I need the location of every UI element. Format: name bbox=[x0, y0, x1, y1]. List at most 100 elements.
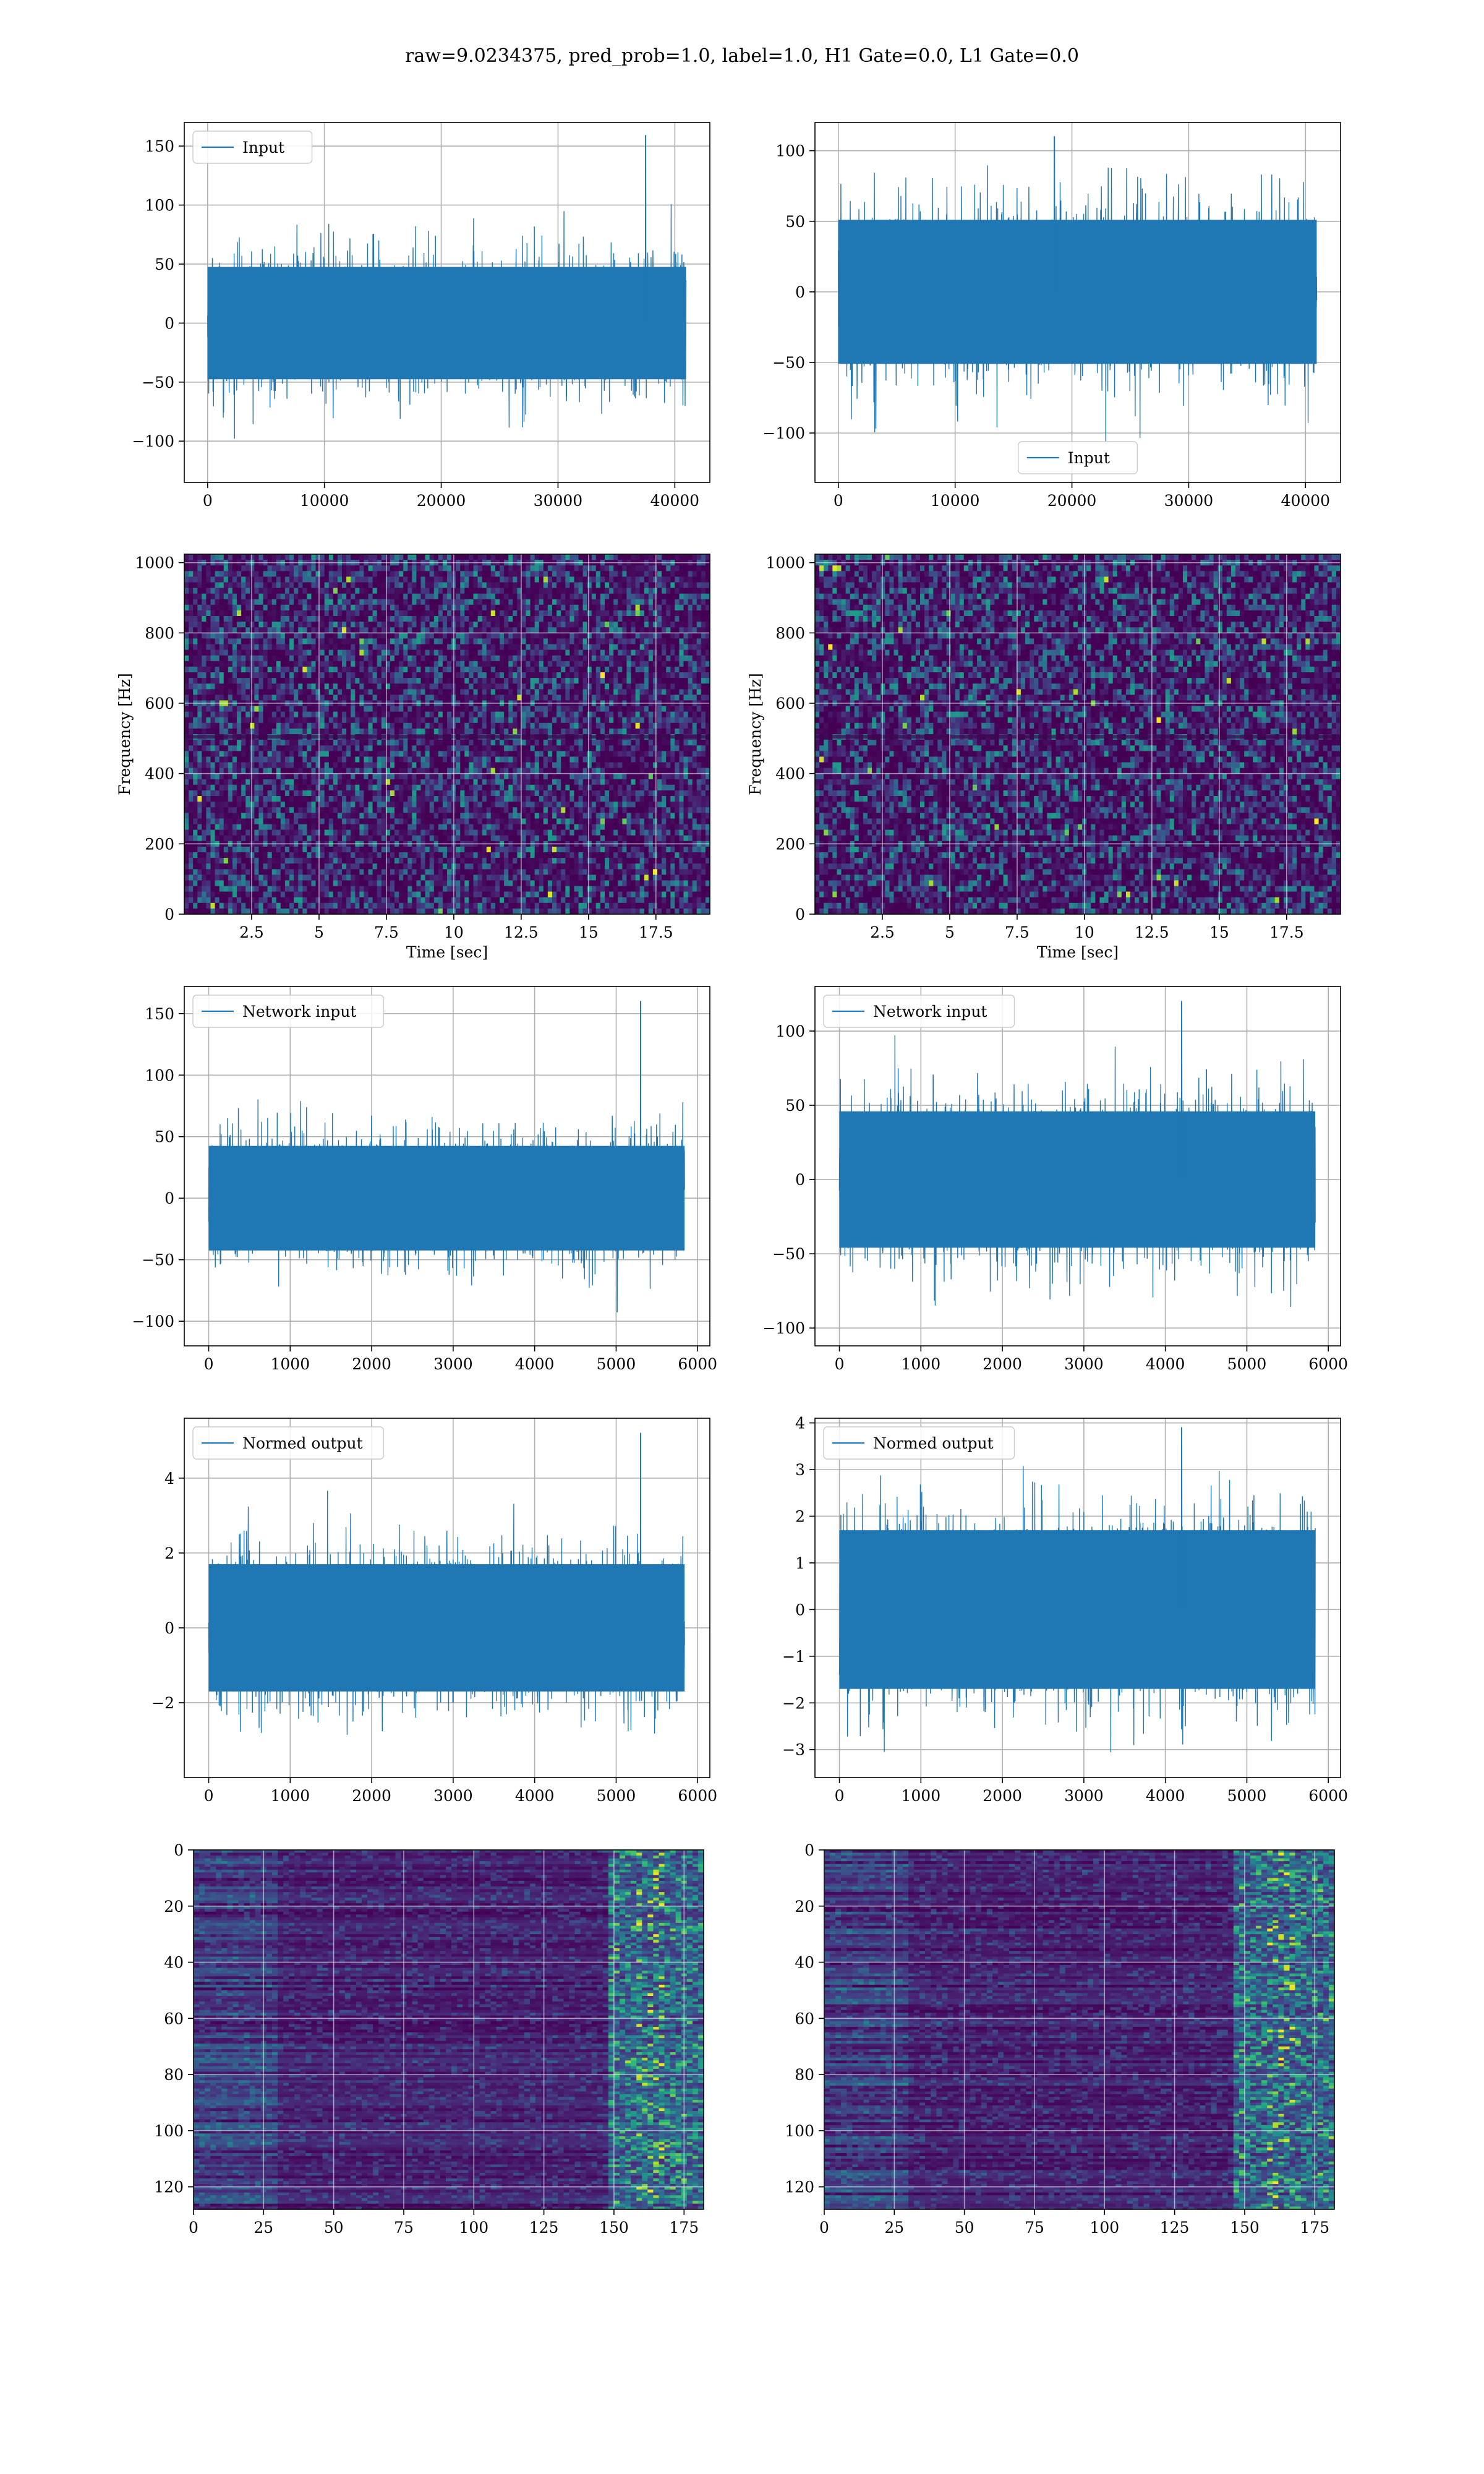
l1-normed-output-xtick-label: 3000 bbox=[1064, 1787, 1104, 1805]
l1-feature-map-image bbox=[824, 1850, 1334, 2209]
l1-spectrogram-xtick-label: 12.5 bbox=[1135, 923, 1169, 941]
l1-normed-output-xtick-label: 4000 bbox=[1146, 1787, 1185, 1805]
l1-network-input-xtick-label: 0 bbox=[835, 1355, 845, 1373]
h1-spectrogram-frame bbox=[184, 554, 710, 915]
l1-input-legend-label: Input bbox=[1068, 449, 1110, 467]
h1-network-input-xtick-label: 4000 bbox=[515, 1355, 555, 1373]
h1-spectrogram-xtick-label: 12.5 bbox=[504, 923, 539, 941]
h1-spectrogram-xtick-label: 2.5 bbox=[239, 923, 264, 941]
h1-spectrogram-xtick-label: 17.5 bbox=[639, 923, 673, 941]
l1-spectrogram-xtick-label: 15 bbox=[1209, 923, 1229, 941]
l1-normed-output-series-core bbox=[839, 1530, 1316, 1689]
l1-network-input-ytick-label: −100 bbox=[762, 1319, 805, 1337]
h1-normed-output-panel: Normed output 0 1000 2000 3000 4000 5000 6000 −2… bbox=[151, 1418, 717, 1805]
h1-spectrogram-ytick-label: 600 bbox=[145, 695, 174, 713]
l1-spectrogram-panel: 2.5 5 7.5 10 12.5 15 17.5 0 200 400 600 800 1000 Time… bbox=[746, 554, 1341, 961]
l1-normed-output-xtick-label: 0 bbox=[835, 1787, 845, 1805]
l1-network-input-legend: Network input bbox=[823, 995, 1015, 1028]
h1-normed-output-xtick-label: 2000 bbox=[352, 1787, 391, 1805]
h1-spectrogram-ylabel: Frequency [Hz] bbox=[116, 673, 134, 795]
l1-input-xtick-label: 40000 bbox=[1281, 492, 1331, 510]
l1-spectrogram-xtick-label: 10 bbox=[1075, 923, 1094, 941]
h1-input-ytick-label: 50 bbox=[155, 255, 174, 273]
l1-feature-map-xtick-label: 150 bbox=[1230, 2219, 1260, 2236]
l1-feature-map-ytick-label: 80 bbox=[795, 2066, 814, 2084]
h1-network-input-ytick-label: 150 bbox=[145, 1005, 174, 1023]
h1-network-input-xtick-label: 1000 bbox=[271, 1355, 310, 1373]
h1-normed-output-ytick-label: 0 bbox=[164, 1619, 174, 1637]
h1-feature-map-ytick-label: 120 bbox=[154, 2178, 184, 2196]
l1-spectrogram-ytick-label: 200 bbox=[775, 835, 805, 853]
h1-input-ytick-label: 100 bbox=[145, 197, 174, 215]
l1-input-ytick-label: 50 bbox=[785, 213, 805, 231]
l1-network-input-frame bbox=[814, 986, 1341, 1346]
h1-spectrogram-image bbox=[184, 554, 710, 914]
h1-feature-map-xtick-label: 125 bbox=[529, 2219, 559, 2236]
h1-input-ytick-label: 150 bbox=[145, 137, 174, 155]
l1-network-input-xtick-label: 4000 bbox=[1146, 1355, 1185, 1373]
h1-normed-output-ytick-label: 4 bbox=[164, 1470, 174, 1487]
h1-input-xtick-label: 20000 bbox=[417, 492, 466, 510]
l1-normed-output-ytick-label: 0 bbox=[795, 1601, 805, 1619]
h1-spectrogram-panel: 2.5 5 7.5 10 12.5 15 17.5 0 200 400 600 800 1000 Time… bbox=[116, 554, 710, 961]
l1-normed-output-ytick-label: 1 bbox=[795, 1554, 805, 1572]
h1-network-input-legend: Network input bbox=[192, 995, 385, 1028]
l1-spectrogram-xlabel: Time [sec] bbox=[1037, 943, 1119, 961]
l1-spectrogram-ytick-label: 800 bbox=[775, 624, 805, 642]
l1-spectrogram-xtick-label: 2.5 bbox=[870, 923, 895, 941]
h1-normed-output-xtick-label: 1000 bbox=[271, 1787, 310, 1805]
l1-input-ytick-label: −50 bbox=[772, 354, 805, 372]
l1-input-panel: Input 0 10000 20000 30000 40000 −100 −50 0 50 100 bbox=[762, 122, 1341, 510]
l1-normed-output-legend: Normed output bbox=[823, 1426, 1015, 1460]
l1-network-input-legend-label: Network input bbox=[873, 1003, 987, 1021]
l1-normed-output-frame bbox=[814, 1418, 1341, 1778]
l1-input-frame bbox=[814, 122, 1341, 483]
l1-spectrogram-ylabel: Frequency [Hz] bbox=[746, 673, 764, 795]
l1-spectrogram-ytick-label: 1000 bbox=[765, 554, 805, 572]
l1-feature-map-ytick-label: 120 bbox=[785, 2178, 814, 2196]
l1-network-input-ytick-label: 50 bbox=[785, 1097, 805, 1115]
l1-network-input-ytick-label: 100 bbox=[775, 1022, 805, 1040]
l1-spectrogram-grid bbox=[815, 554, 1341, 915]
l1-normed-output-ytick-label: 4 bbox=[795, 1415, 805, 1432]
h1-network-input-ytick-label: −100 bbox=[132, 1312, 174, 1330]
l1-network-input-xtick-label: 2000 bbox=[983, 1355, 1022, 1373]
l1-feature-map-xtick-label: 0 bbox=[819, 2219, 829, 2236]
l1-feature-map-xtick-label: 50 bbox=[955, 2219, 974, 2236]
l1-network-input-xtick-label: 5000 bbox=[1227, 1355, 1267, 1373]
h1-feature-map-panel: 0 25 50 75 100 125 150 175 0 20 40 60 80 100 120 bbox=[154, 1841, 704, 2236]
l1-network-input-xtick-label: 6000 bbox=[1308, 1355, 1348, 1373]
l1-spectrogram-ytick-label: 0 bbox=[795, 905, 805, 923]
l1-normed-output-ytick-label: −2 bbox=[782, 1694, 805, 1712]
h1-feature-map-frame bbox=[193, 1849, 704, 2210]
h1-input-xtick-label: 0 bbox=[203, 492, 213, 510]
h1-feature-map-ytick-label: 20 bbox=[164, 1898, 184, 1915]
h1-feature-map-xtick-label: 150 bbox=[599, 2219, 629, 2236]
h1-network-input-ytick-label: 100 bbox=[145, 1066, 174, 1084]
l1-normed-output-legend-label: Normed output bbox=[873, 1434, 994, 1452]
h1-input-legend: Input bbox=[192, 131, 313, 164]
h1-normed-output-xtick-label: 3000 bbox=[433, 1787, 473, 1805]
h1-spectrogram-ytick-label: 400 bbox=[145, 765, 174, 783]
l1-feature-map-ytick-label: 20 bbox=[795, 1898, 814, 1915]
l1-normed-output-xtick-label: 1000 bbox=[902, 1787, 941, 1805]
h1-feature-map-ytick-label: 40 bbox=[164, 1954, 184, 1972]
h1-input-legend-label: Input bbox=[242, 139, 284, 156]
h1-feature-map-image bbox=[194, 1850, 704, 2209]
l1-network-input-ytick-label: 0 bbox=[795, 1171, 805, 1189]
h1-spectrogram-xtick-label: 15 bbox=[579, 923, 599, 941]
l1-feature-map-frame bbox=[824, 1849, 1335, 2210]
h1-network-input-xtick-label: 6000 bbox=[678, 1355, 717, 1373]
l1-spectrogram-image bbox=[815, 554, 1341, 914]
l1-input-series-core bbox=[838, 220, 1317, 364]
l1-input-legend: Input bbox=[1018, 441, 1138, 474]
l1-network-input-series-core bbox=[839, 1111, 1316, 1248]
h1-feature-map-xtick-label: 25 bbox=[254, 2219, 273, 2236]
h1-spectrogram-ytick-label: 1000 bbox=[135, 554, 174, 572]
h1-input-panel: Input 0 10000 20000 30000 40000 −100 −50 0 50 100 1… bbox=[132, 122, 710, 510]
figure-title: raw=9.0234375, pred_prob=1.0, label=1.0,… bbox=[405, 45, 1079, 67]
l1-input-xtick-label: 0 bbox=[834, 492, 843, 510]
l1-network-input-ytick-label: −50 bbox=[772, 1245, 805, 1263]
l1-network-input-xtick-label: 3000 bbox=[1064, 1355, 1104, 1373]
